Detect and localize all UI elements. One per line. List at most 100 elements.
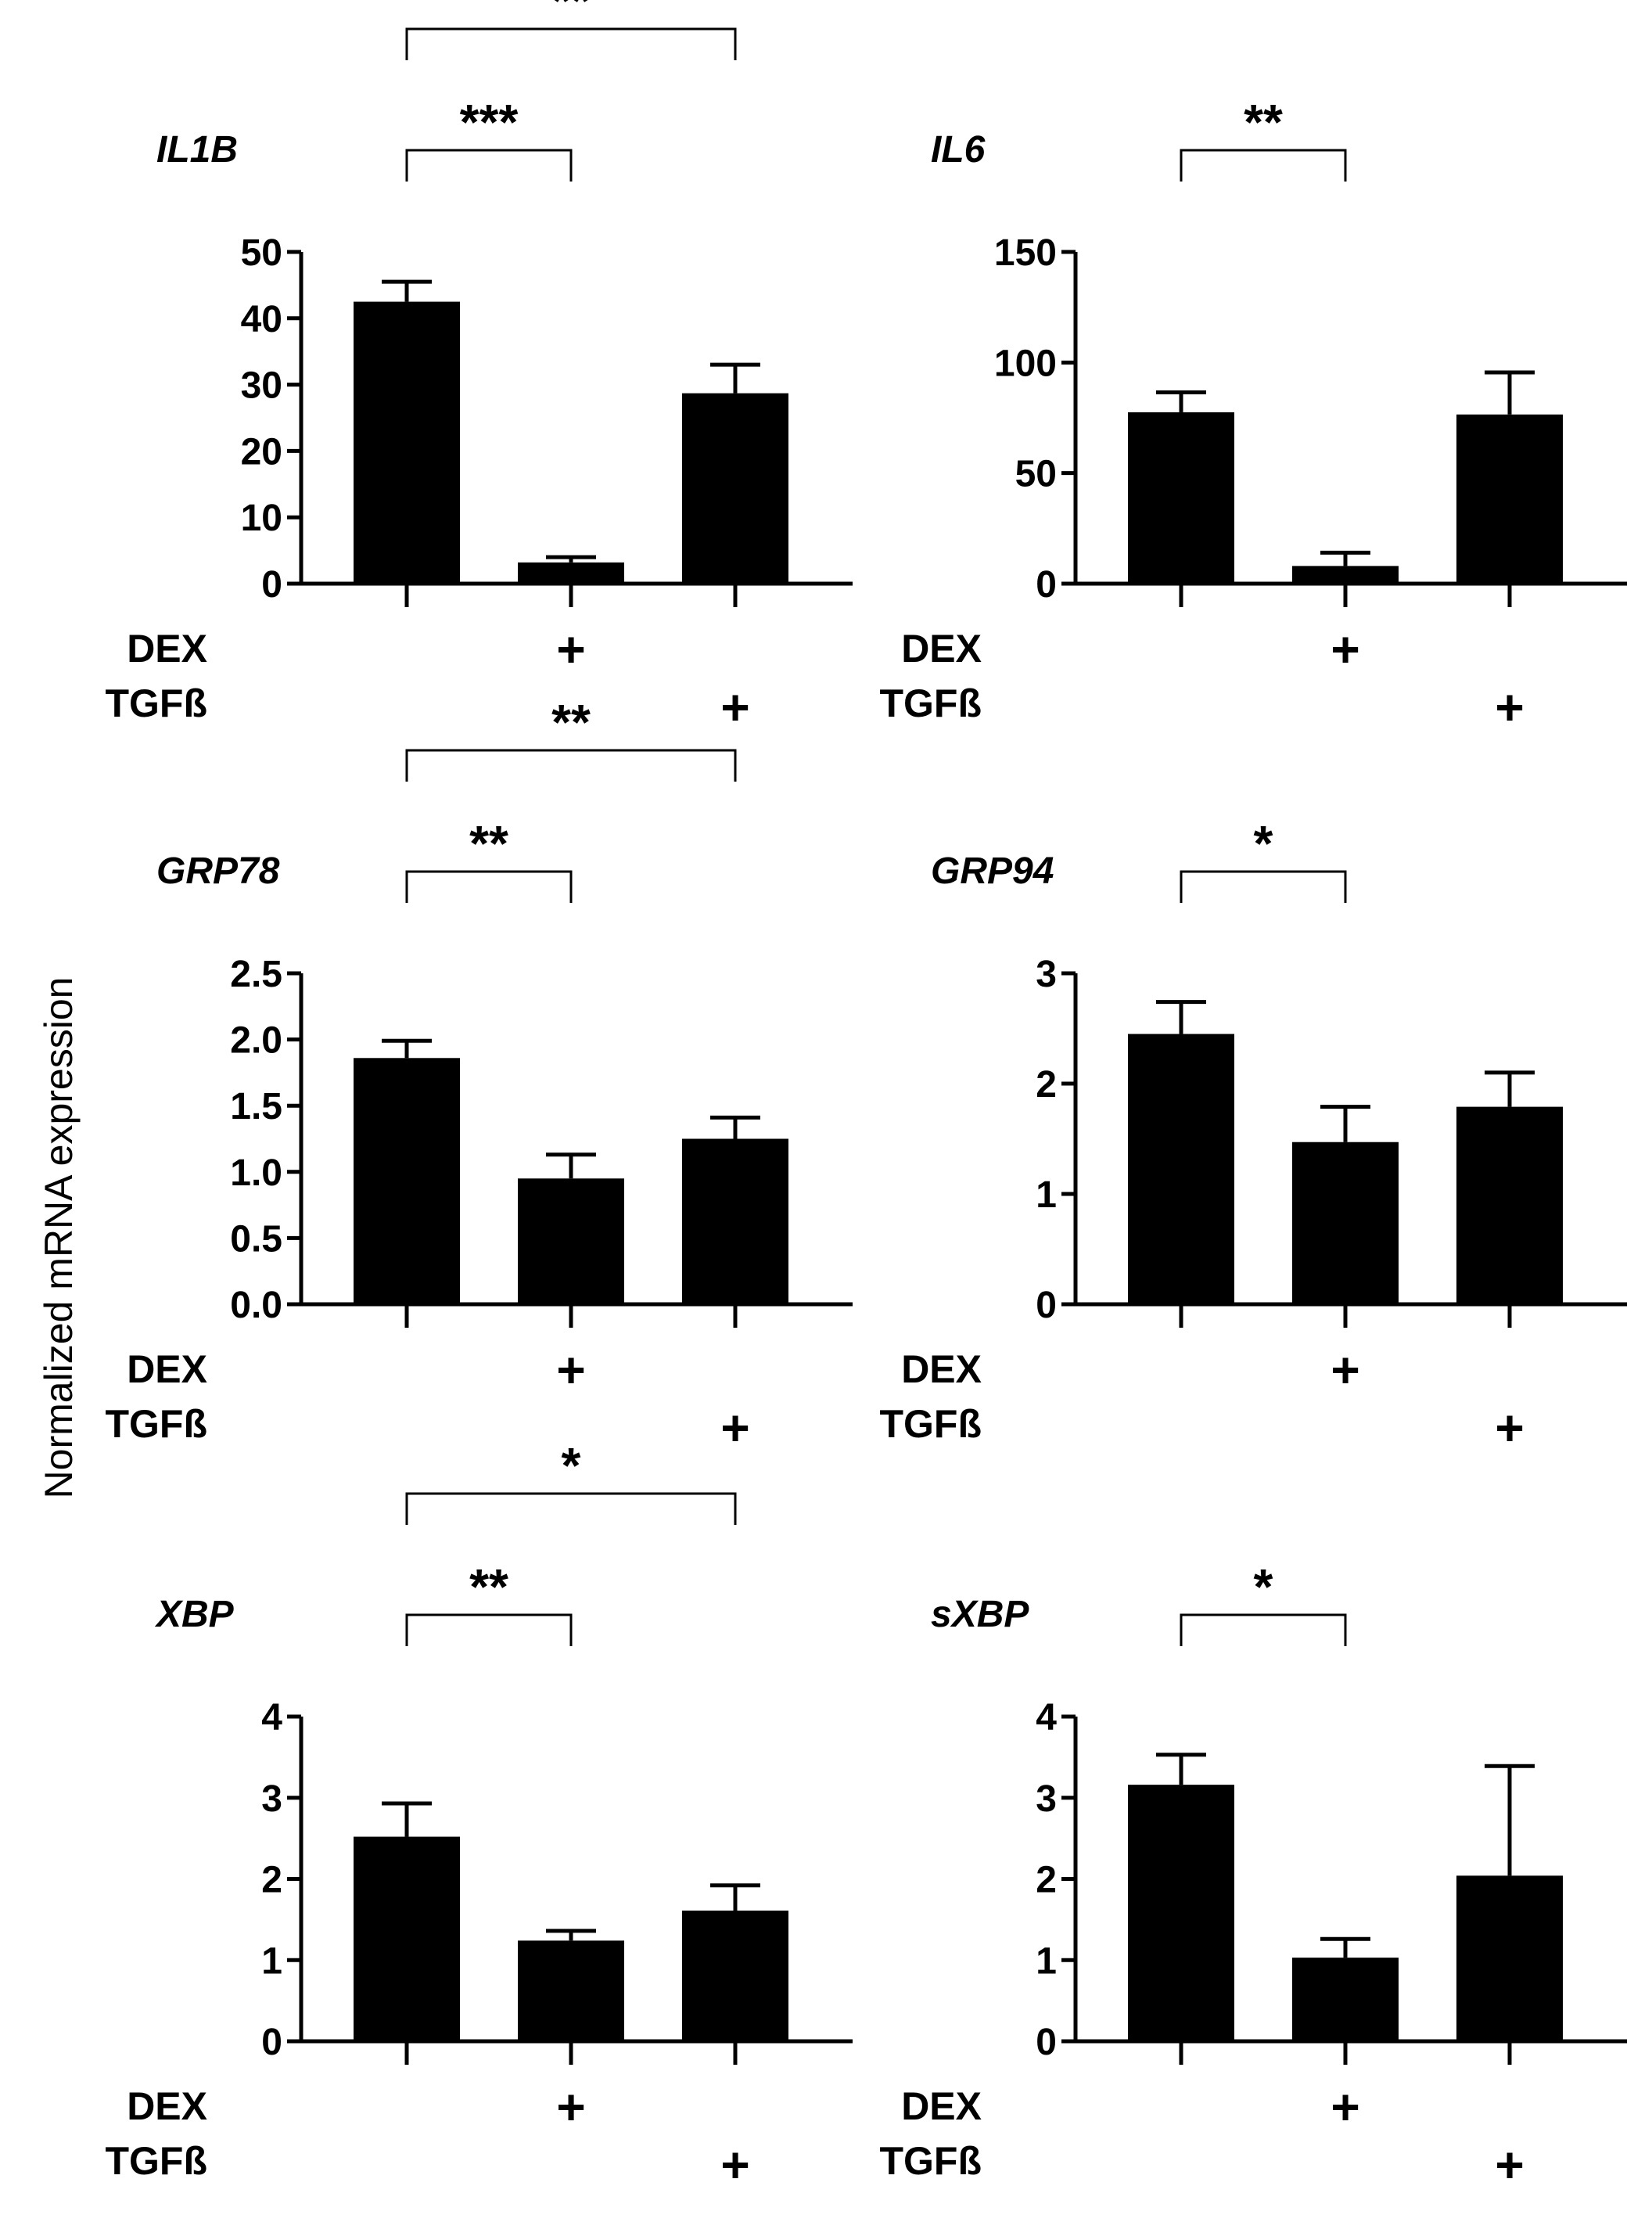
y-tick-label: 0 bbox=[1036, 1285, 1057, 1326]
tgf-row-label: TGFß bbox=[879, 1402, 982, 1446]
bar-tgf bbox=[1456, 414, 1563, 584]
dex-row-label: DEX bbox=[127, 1347, 207, 1391]
y-tick-label: 4 bbox=[261, 1697, 282, 1738]
y-tick-label: 0.5 bbox=[230, 1218, 282, 1260]
dex-row-label: DEX bbox=[127, 2084, 207, 2128]
bar-dex bbox=[518, 1178, 624, 1304]
bar-control bbox=[354, 1058, 460, 1304]
significance-stars: * bbox=[1254, 815, 1273, 872]
y-tick-label: 3 bbox=[1036, 1778, 1057, 1820]
significance-stars: *** bbox=[460, 94, 519, 150]
panels: IL1B01020304050DEXTGFß++*****IL605010015… bbox=[105, 0, 1627, 2193]
y-tick-label: 10 bbox=[241, 498, 282, 539]
significance-stars: ** bbox=[1244, 94, 1283, 150]
panel-sxbp: sXBP 0 1 2 3 4 DEX TGFß + + * bbox=[879, 1559, 1627, 2193]
y-tick-label: 2 bbox=[1036, 1860, 1057, 1901]
panel-title: GRP94 bbox=[931, 850, 1054, 892]
bar-control bbox=[1128, 412, 1234, 584]
significance-stars: * bbox=[1254, 1559, 1273, 1615]
bar-tgf bbox=[1456, 1106, 1563, 1304]
panel-grp94: GRP94 0 1 2 3 DEX TGFß + + * bbox=[879, 815, 1627, 1456]
dex-plus-marker: + bbox=[556, 621, 585, 678]
dex-plus-marker: + bbox=[556, 1342, 585, 1398]
tgf-row-label: TGFß bbox=[105, 2139, 207, 2183]
dex-row-label: DEX bbox=[127, 627, 207, 671]
y-tick-label: 1 bbox=[261, 1940, 282, 1982]
tgf-plus-marker: + bbox=[1495, 2137, 1524, 2193]
y-tick-label: 2 bbox=[1036, 1064, 1057, 1106]
tgf-plus-marker: + bbox=[720, 2137, 749, 2193]
panel-title: sXBP bbox=[931, 1594, 1029, 1635]
y-tick-label: 1.5 bbox=[230, 1086, 282, 1127]
tgf-plus-marker: + bbox=[1495, 1400, 1524, 1456]
y-tick-label: 100 bbox=[994, 343, 1057, 384]
tgf-row-label: TGFß bbox=[105, 1402, 207, 1446]
tgf-row-label: TGFß bbox=[879, 2139, 982, 2183]
bar-control bbox=[1128, 1785, 1234, 2041]
tgf-plus-marker: + bbox=[720, 1400, 749, 1456]
y-tick-label: 0 bbox=[1036, 2022, 1057, 2063]
dex-plus-marker: + bbox=[1331, 2079, 1359, 2135]
panel-grp78: GRP78 0.0 0.5 1.0 1.5 2.0 2.5 DEX TGFß + + ** ** bbox=[105, 694, 853, 1456]
significance-bracket bbox=[405, 870, 573, 903]
bar-control bbox=[1128, 1034, 1234, 1304]
y-tick-label: 0 bbox=[261, 2022, 282, 2063]
significance-bracket bbox=[405, 149, 573, 182]
panel-title: GRP78 bbox=[156, 850, 280, 892]
y-tick-label: 2 bbox=[261, 1860, 282, 1901]
bar-dex bbox=[518, 562, 624, 584]
significance-bracket bbox=[1180, 149, 1347, 182]
y-tick-label: 0 bbox=[261, 564, 282, 606]
y-tick-label: 3 bbox=[1036, 954, 1057, 995]
y-tick-label: 2.0 bbox=[230, 1020, 282, 1062]
tgf-row-label: TGFß bbox=[879, 681, 982, 725]
y-tick-label: 0 bbox=[1036, 564, 1057, 606]
y-tick-label: 40 bbox=[241, 299, 282, 340]
bar-tgf bbox=[1456, 1875, 1563, 2041]
significance-bracket bbox=[405, 27, 737, 60]
bar-tgf bbox=[682, 1138, 788, 1304]
dex-row-label: DEX bbox=[901, 1347, 982, 1391]
bar-tgf bbox=[682, 1910, 788, 2041]
significance-bracket bbox=[405, 1492, 737, 1525]
tgf-plus-marker: + bbox=[720, 679, 749, 735]
significance-bracket bbox=[405, 749, 737, 782]
significance-stars: ** bbox=[551, 694, 591, 750]
dex-plus-marker: + bbox=[1331, 1342, 1359, 1398]
tgf-row-label: TGFß bbox=[105, 681, 207, 725]
bar-tgf bbox=[682, 393, 788, 584]
significance-bracket bbox=[405, 1613, 573, 1646]
significance-stars: * bbox=[562, 1437, 581, 1494]
dex-row-label: DEX bbox=[901, 2084, 982, 2128]
y-tick-label: 50 bbox=[241, 232, 282, 274]
panel-title: IL6 bbox=[931, 129, 986, 171]
bar-control bbox=[354, 301, 460, 584]
y-tick-label: 4 bbox=[1036, 1697, 1057, 1738]
bar-dex bbox=[518, 1940, 624, 2041]
bar-dex bbox=[1292, 1142, 1399, 1304]
significance-stars: ** bbox=[551, 0, 591, 29]
panel-title: XBP bbox=[154, 1594, 235, 1635]
y-tick-label: 0.0 bbox=[230, 1285, 282, 1326]
significance-bracket bbox=[1180, 870, 1347, 903]
y-tick-label: 30 bbox=[241, 365, 282, 407]
bar-dex bbox=[1292, 566, 1399, 584]
y-tick-label: 1 bbox=[1036, 1174, 1057, 1216]
significance-stars: ** bbox=[469, 815, 508, 872]
y-axis-label: Normalized mRNA expression bbox=[37, 977, 81, 1499]
y-tick-label: 150 bbox=[994, 232, 1057, 274]
significance-bracket bbox=[1180, 1613, 1347, 1646]
tgf-plus-marker: + bbox=[1495, 679, 1524, 735]
y-tick-label: 20 bbox=[241, 431, 282, 473]
panel-title: IL1B bbox=[156, 129, 238, 171]
dex-plus-marker: + bbox=[1331, 621, 1359, 678]
bar-control bbox=[354, 1836, 460, 2041]
y-tick-label: 50 bbox=[1015, 454, 1057, 495]
y-tick-label: 3 bbox=[261, 1778, 282, 1820]
significance-stars: ** bbox=[469, 1559, 508, 1615]
y-tick-label: 1.0 bbox=[230, 1152, 282, 1194]
y-tick-label: 2.5 bbox=[230, 954, 282, 995]
y-tick-label: 1 bbox=[1036, 1940, 1057, 1982]
